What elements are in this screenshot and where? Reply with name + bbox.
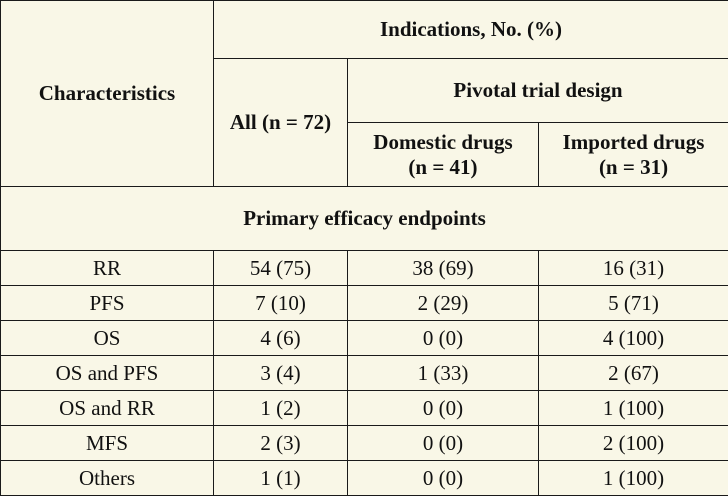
- row-all: 4 (6): [214, 321, 348, 356]
- table-row: PFS 7 (10) 2 (29) 5 (71): [1, 286, 728, 321]
- row-label: OS and RR: [1, 391, 214, 426]
- row-imported: 1 (100): [539, 391, 728, 426]
- table-row: MFS 2 (3) 0 (0) 2 (100): [1, 426, 728, 461]
- row-imported: 4 (100): [539, 321, 728, 356]
- table-row: OS and PFS 3 (4) 1 (33) 2 (67): [1, 356, 728, 391]
- row-all: 3 (4): [214, 356, 348, 391]
- table-row: Others 1 (1) 0 (0) 1 (100): [1, 461, 728, 496]
- row-domestic: 0 (0): [348, 426, 539, 461]
- row-label: PFS: [1, 286, 214, 321]
- header-all: All (n = 72): [214, 59, 348, 187]
- row-label: MFS: [1, 426, 214, 461]
- row-all: 1 (2): [214, 391, 348, 426]
- row-domestic: 38 (69): [348, 251, 539, 286]
- table-row: OS and RR 1 (2) 0 (0) 1 (100): [1, 391, 728, 426]
- row-domestic: 2 (29): [348, 286, 539, 321]
- row-domestic: 1 (33): [348, 356, 539, 391]
- row-label: RR: [1, 251, 214, 286]
- row-domestic: 0 (0): [348, 321, 539, 356]
- row-all: 54 (75): [214, 251, 348, 286]
- row-imported: 5 (71): [539, 286, 728, 321]
- row-imported: 2 (67): [539, 356, 728, 391]
- table-row: OS 4 (6) 0 (0) 4 (100): [1, 321, 728, 356]
- header-imported-line2: (n = 31): [599, 155, 668, 179]
- header-domestic-drugs: Domestic drugs (n = 41): [348, 123, 539, 187]
- section-primary-efficacy-endpoints: Primary efficacy endpoints: [1, 187, 728, 251]
- header-imported-drugs: Imported drugs (n = 31): [539, 123, 728, 187]
- header-imported-line1: Imported drugs: [563, 130, 705, 154]
- header-domestic-line1: Domestic drugs: [373, 130, 512, 154]
- table-row: RR 54 (75) 38 (69) 16 (31): [1, 251, 728, 286]
- header-characteristics: Characteristics: [1, 1, 214, 187]
- row-all: 2 (3): [214, 426, 348, 461]
- row-imported: 16 (31): [539, 251, 728, 286]
- row-label: OS: [1, 321, 214, 356]
- row-all: 1 (1): [214, 461, 348, 496]
- header-indications: Indications, No. (%): [214, 1, 728, 59]
- row-imported: 1 (100): [539, 461, 728, 496]
- row-domestic: 0 (0): [348, 461, 539, 496]
- header-pivotal-trial-design: Pivotal trial design: [348, 59, 728, 123]
- row-domestic: 0 (0): [348, 391, 539, 426]
- row-all: 7 (10): [214, 286, 348, 321]
- row-label: Others: [1, 461, 214, 496]
- row-label: OS and PFS: [1, 356, 214, 391]
- header-domestic-line2: (n = 41): [408, 155, 477, 179]
- row-imported: 2 (100): [539, 426, 728, 461]
